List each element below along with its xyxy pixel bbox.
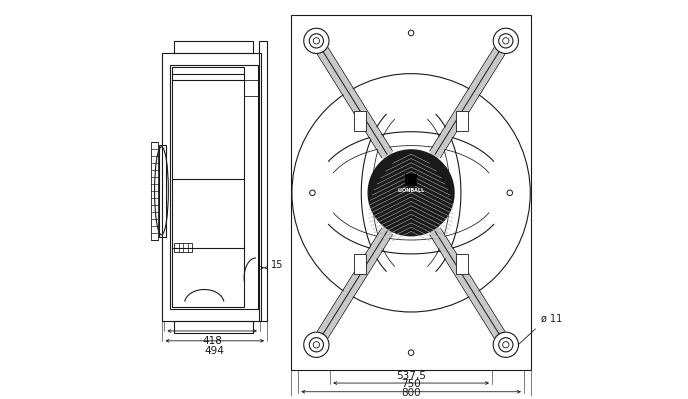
Bar xyxy=(172,67,244,307)
Bar xyxy=(159,145,166,237)
Bar xyxy=(174,243,192,252)
Bar xyxy=(171,65,258,309)
Bar xyxy=(456,111,469,131)
Circle shape xyxy=(493,332,519,358)
Circle shape xyxy=(493,28,519,53)
Text: 418: 418 xyxy=(202,336,222,346)
Bar xyxy=(174,41,253,53)
Bar xyxy=(162,53,261,321)
Bar xyxy=(291,15,531,370)
Circle shape xyxy=(303,332,329,358)
Text: 750: 750 xyxy=(401,379,421,389)
Text: 494: 494 xyxy=(205,346,225,356)
Bar xyxy=(456,255,469,274)
Bar xyxy=(405,174,417,186)
Text: 15: 15 xyxy=(271,260,283,270)
Bar xyxy=(354,255,366,274)
Bar xyxy=(259,41,267,321)
Circle shape xyxy=(368,150,454,236)
Text: LIONBALL: LIONBALL xyxy=(398,188,424,193)
Bar xyxy=(174,321,253,333)
Text: 537,5: 537,5 xyxy=(396,371,426,381)
Circle shape xyxy=(303,28,329,53)
Text: 800: 800 xyxy=(401,388,421,398)
Bar xyxy=(151,142,158,240)
Text: ø 11: ø 11 xyxy=(541,314,563,324)
Bar xyxy=(354,111,366,131)
Bar xyxy=(244,80,258,96)
